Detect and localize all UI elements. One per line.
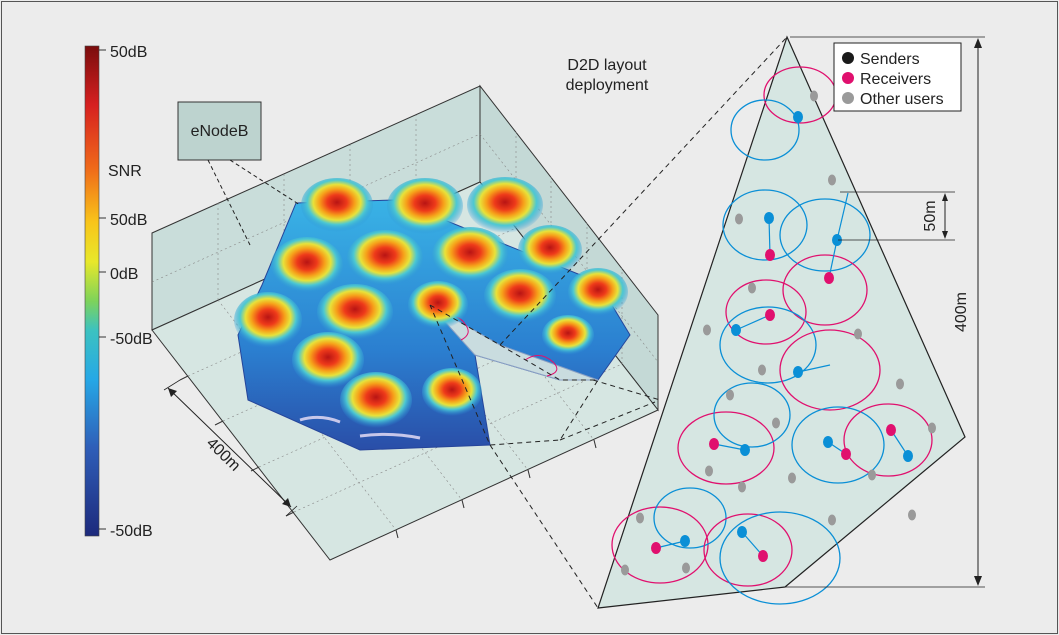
other-user-dot [788,472,796,484]
colorbar-snr-label: SNR [108,163,142,180]
receiver-dot [886,424,896,436]
d2d-link [735,314,771,331]
coverage-ring [719,511,841,605]
sender-dot [740,444,750,456]
sender-dot [793,111,803,123]
d2d-link [828,239,838,279]
sender-dot [764,212,774,224]
other-user-dot [758,364,766,376]
legend-label-senders: Senders [860,51,920,68]
coverage-ring [677,411,775,485]
other-user-dot [726,389,734,401]
other-user-dot [703,324,711,336]
sender-dot [903,450,913,462]
receiver-dot [758,550,768,562]
legend-label-other-users: Other users [860,91,944,108]
coverage-ring [782,254,868,326]
dimension-50: 50m [838,191,955,241]
d2d-link [768,217,771,256]
receiver-dot [841,448,851,460]
colorbar-0-label: 0dB [110,266,138,283]
sender-dot [680,535,690,547]
receiver-dot [709,438,719,450]
other-user-dot [738,481,746,493]
enodeb-callout: eNodeB [177,101,301,246]
coverage-ring [719,306,817,384]
legend-box [833,42,962,112]
snr-surface-map [234,177,631,451]
zoom-lines [489,36,788,609]
d2d-link [836,192,849,241]
enodeb-label: eNodeB [191,123,249,140]
other-user-dot [908,509,916,521]
coverage-ring [843,403,933,477]
other-user-dot [868,469,876,481]
coverage-ring [703,513,793,587]
colorbar-50-label: 50dB [110,212,147,229]
coverage-ring [722,189,808,261]
colorbar-neg50-mid-label: -50dB [110,331,153,348]
other-user-dot [735,213,743,225]
d2d-link [713,443,746,451]
d2d-panel [597,35,966,609]
other-user-dot [621,564,629,576]
other-user-dot [705,465,713,477]
sender-dot [793,366,803,378]
coverage-ring [725,279,807,345]
receiver-dot [765,249,775,261]
other-user-dot [928,422,936,434]
receiver-dot [824,272,834,284]
sender-dot [731,324,741,336]
dimension-50-label: 50m [922,200,939,231]
other-user-dot [636,512,644,524]
dimension-400-right: 400m [953,292,970,332]
coverage-ring [611,506,709,584]
other-user-dot [772,417,780,429]
other-user-dot [896,378,904,390]
coverage-ring [791,406,885,484]
title-line-1: D2D layout [567,57,647,74]
coverage-ring [730,99,800,161]
other-user-dot [748,282,756,294]
receiver-dot [765,309,775,321]
dimension-right: 400m [785,36,985,588]
sender-dot [823,436,833,448]
receiver-dot [651,542,661,554]
title-line-2: deployment [566,77,649,94]
other-user-dot [854,328,862,340]
legend-swatch-senders [842,52,854,64]
other-user-dot [810,90,818,102]
sender-dot [832,234,842,246]
coverage-ring [779,198,871,272]
coverage-ring [713,382,791,448]
sender-dot [737,526,747,538]
other-user-dot [828,174,836,186]
other-user-dot [828,514,836,526]
colorbar-top-label: 50dB [110,44,147,61]
legend-label-receivers: Receivers [860,71,931,88]
legend-swatch-other-users [842,92,854,104]
enodeb-box [177,101,262,161]
legend: Senders Receivers Other users [833,42,962,112]
colorbar-bottom-label: -50dB [110,523,153,540]
snr-colorbar: 50dB SNR 50dB 0dB -50dB -50dB [84,44,153,540]
other-user-dot [682,562,690,574]
d2d-link [797,364,831,373]
colorbar-gradient [84,45,100,537]
coverage-ring [779,329,881,411]
legend-swatch-receivers [842,72,854,84]
